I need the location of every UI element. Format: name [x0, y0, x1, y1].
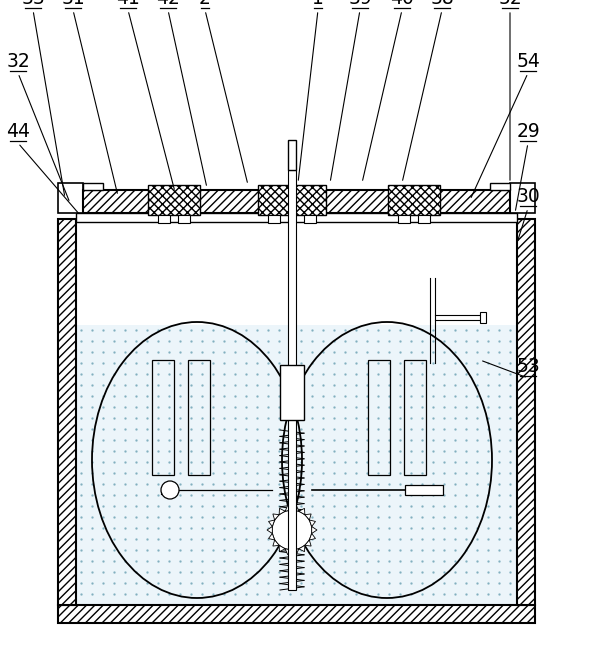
Polygon shape	[299, 509, 305, 514]
Circle shape	[161, 481, 179, 499]
Bar	[490, 183, 510, 190]
Bar	[58, 219, 76, 605]
Text: 2: 2	[199, 0, 211, 8]
Polygon shape	[268, 534, 275, 540]
Bar	[288, 140, 296, 170]
Polygon shape	[285, 549, 292, 555]
Text: 54: 54	[516, 52, 540, 71]
Text: 39: 39	[348, 0, 372, 8]
Polygon shape	[273, 514, 279, 520]
Bar	[418, 215, 430, 223]
Bar	[404, 360, 426, 475]
Bar	[388, 185, 440, 215]
Bar	[158, 215, 170, 223]
Bar	[480, 312, 486, 323]
Text: 29: 29	[516, 122, 540, 141]
Text: 38: 38	[430, 0, 454, 8]
Polygon shape	[285, 505, 292, 511]
Bar	[148, 185, 200, 215]
Bar	[178, 215, 190, 223]
Polygon shape	[305, 514, 311, 520]
Circle shape	[272, 510, 312, 550]
Text: 31: 31	[61, 0, 85, 8]
Bar	[398, 215, 410, 223]
Bar	[58, 183, 83, 213]
Bar	[280, 365, 304, 420]
Bar	[368, 360, 390, 475]
Text: 52: 52	[498, 0, 522, 8]
Polygon shape	[305, 540, 311, 546]
Polygon shape	[299, 546, 305, 552]
Bar	[188, 360, 210, 475]
Polygon shape	[268, 520, 275, 526]
Bar	[405, 485, 443, 495]
Text: 41: 41	[116, 0, 140, 8]
Text: 33: 33	[21, 0, 45, 8]
Polygon shape	[292, 549, 299, 555]
Bar	[152, 360, 174, 475]
Polygon shape	[279, 546, 285, 552]
Text: 42: 42	[156, 0, 180, 8]
Text: 30: 30	[516, 187, 540, 206]
Text: 44: 44	[6, 122, 30, 141]
Bar	[268, 215, 280, 223]
Bar	[83, 183, 103, 190]
Bar	[83, 190, 510, 213]
Bar	[288, 170, 296, 590]
Bar	[76, 213, 517, 222]
Polygon shape	[279, 509, 285, 514]
Polygon shape	[312, 526, 317, 534]
Bar	[304, 215, 316, 223]
Text: 40: 40	[390, 0, 414, 8]
Polygon shape	[273, 540, 279, 546]
Text: 32: 32	[6, 52, 30, 71]
Bar	[58, 605, 535, 623]
Text: 1: 1	[312, 0, 324, 8]
Text: 53: 53	[516, 357, 540, 376]
Bar	[76, 325, 517, 605]
Bar	[517, 219, 535, 605]
Polygon shape	[292, 505, 299, 511]
Polygon shape	[309, 520, 316, 526]
Bar	[510, 183, 535, 213]
Bar	[258, 185, 326, 215]
Polygon shape	[309, 534, 316, 540]
Polygon shape	[267, 526, 273, 534]
